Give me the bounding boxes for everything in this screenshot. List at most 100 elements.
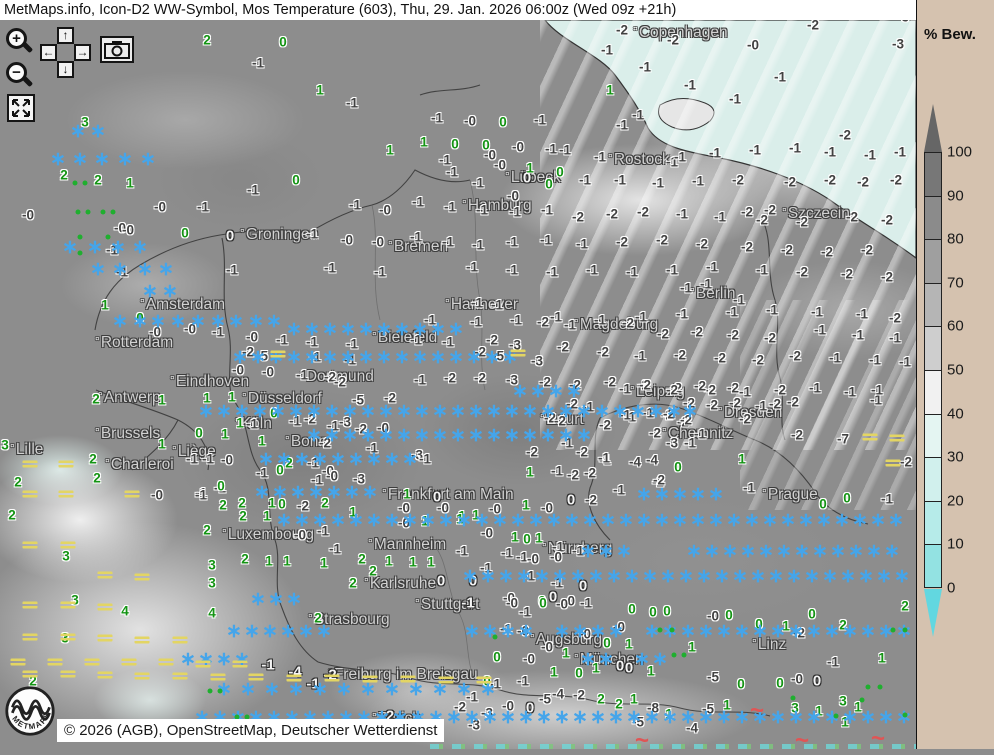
snow-icon: ∗ xyxy=(540,401,556,422)
legend-segment xyxy=(924,239,942,283)
city-label: °Szczecin xyxy=(782,205,850,223)
temp-value: -0 xyxy=(488,501,502,517)
attribution-bar[interactable]: © 2026 (AGB), OpenStreetMap, Deutscher W… xyxy=(57,719,445,742)
temp-value: -0 xyxy=(113,220,127,236)
temp-value: -3 xyxy=(338,414,352,430)
snow-icon: ∗ xyxy=(190,311,206,332)
temp-value: -2 xyxy=(655,232,669,248)
temp-value: -0 xyxy=(501,698,515,714)
city-label: °Magdeburg xyxy=(574,316,658,334)
snow-icon: ∗ xyxy=(570,566,586,587)
temp-value: 0 xyxy=(482,137,490,153)
pan-down-button[interactable]: ↓ xyxy=(57,61,74,78)
city-name: Linz xyxy=(757,636,787,653)
snow-icon: ∗ xyxy=(50,149,66,170)
city-name: Frankfurt am Main xyxy=(387,486,514,503)
snow-icon: ∗ xyxy=(170,311,186,332)
temp-value: -1 xyxy=(618,381,632,397)
temp-value: 1 xyxy=(625,636,633,652)
pan-right-button[interactable]: → xyxy=(74,44,91,61)
snow-icon: ∗ xyxy=(312,449,328,470)
city-marker-icon: ° xyxy=(328,666,333,680)
screenshot-button[interactable] xyxy=(100,36,134,63)
snow-icon: ∗ xyxy=(770,707,786,728)
bottom-symbol-strip xyxy=(430,744,916,749)
temp-value: 1 xyxy=(526,160,534,176)
snow-icon: ∗ xyxy=(430,347,446,368)
temp-value: -3 xyxy=(352,471,366,487)
temp-value: 0 xyxy=(217,478,225,494)
city-name: Lille xyxy=(15,441,44,458)
snow-icon: ∗ xyxy=(462,566,478,587)
snow-icon: ∗ xyxy=(244,621,260,642)
city-name: Hannover xyxy=(450,296,519,313)
snow-icon: ∗ xyxy=(876,566,892,587)
temp-value: 0 xyxy=(276,462,284,478)
temp-value: -3 xyxy=(891,36,905,52)
temp-value: 2 xyxy=(358,551,366,567)
temp-value: -1 xyxy=(288,413,302,429)
fog-icon xyxy=(97,634,113,642)
temp-value: -1 xyxy=(515,549,529,565)
snow-icon: ∗ xyxy=(250,347,266,368)
temp-value: -1 xyxy=(475,202,489,218)
legend-tick-label: 30 xyxy=(947,448,964,466)
temp-value: 1 xyxy=(158,392,166,408)
legend-panel: % Bew. 100 90 80 70 60 50 40 30 20 10 0 xyxy=(916,0,994,749)
temp-value: -2 xyxy=(840,266,854,282)
snow-icon: ∗ xyxy=(752,707,768,728)
temp-value: 2 xyxy=(8,507,16,523)
snow-icon: ∗ xyxy=(666,401,682,422)
temp-value: -2 xyxy=(773,382,787,398)
temp-value: -0 xyxy=(516,623,530,639)
temp-value: -1 xyxy=(623,409,637,425)
temp-value: 2 xyxy=(238,495,246,511)
snow-icon: ∗ xyxy=(408,679,424,700)
snow-icon: ∗ xyxy=(396,425,412,446)
temp-value: -2 xyxy=(673,347,687,363)
temp-value: 2 xyxy=(321,495,329,511)
city-name: Chemnitz xyxy=(667,425,734,442)
snow-icon: ∗ xyxy=(480,566,496,587)
snow-icon: ∗ xyxy=(878,707,894,728)
temp-value: -2 xyxy=(783,174,797,190)
city-label: °Leipzig xyxy=(630,383,685,401)
pan-left-button[interactable]: ← xyxy=(40,44,57,61)
temp-value: -0 xyxy=(578,626,592,642)
city-name: Hamburg xyxy=(467,197,532,214)
city-name: Copenhagen xyxy=(638,24,728,41)
fog-icon xyxy=(889,434,905,442)
fullscreen-button[interactable] xyxy=(7,94,35,122)
drizzle-icon xyxy=(207,688,213,694)
snow-icon: ∗ xyxy=(504,425,520,446)
temp-value: -2 xyxy=(740,239,754,255)
temp-value: -2 xyxy=(648,425,662,441)
snow-icon: ∗ xyxy=(590,621,606,642)
zoom-in-button[interactable]: + xyxy=(6,28,27,49)
temp-value: -2 xyxy=(790,427,804,443)
temp-value: -2 xyxy=(636,377,650,393)
snow-icon: ∗ xyxy=(234,401,250,422)
city-marker-icon: ° xyxy=(718,404,723,418)
pan-up-button[interactable]: ↑ xyxy=(57,27,74,44)
fog-icon xyxy=(270,350,286,358)
temp-value: -2 xyxy=(575,444,589,460)
snow-icon: ∗ xyxy=(330,449,346,470)
drizzle-icon xyxy=(85,209,91,215)
temp-value: -1 xyxy=(348,197,362,213)
snow-icon: ∗ xyxy=(466,347,482,368)
snow-icon: ∗ xyxy=(618,510,634,531)
temp-value: 0 xyxy=(843,490,851,506)
temp-value: -1 xyxy=(261,656,275,674)
temp-value: 0 xyxy=(539,595,547,611)
temp-value: -5 xyxy=(706,669,720,685)
snow-icon: ∗ xyxy=(552,566,568,587)
snow-icon: ∗ xyxy=(824,621,840,642)
zoom-out-button[interactable]: − xyxy=(6,62,27,83)
snow-icon: ∗ xyxy=(322,319,338,340)
temp-value: 1 xyxy=(320,555,328,571)
fog-icon xyxy=(362,675,378,683)
fog-icon xyxy=(22,601,38,609)
temp-value: -1 xyxy=(255,465,269,481)
